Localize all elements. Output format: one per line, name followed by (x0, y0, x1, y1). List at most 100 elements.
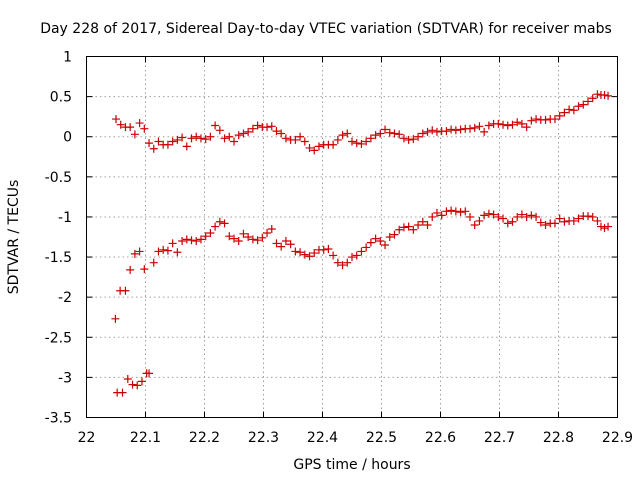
data-point (239, 229, 248, 238)
data-point (541, 115, 550, 124)
data-point (135, 119, 144, 128)
data-point (508, 217, 517, 226)
x-tick-label: 22.2 (189, 430, 220, 446)
data-point (173, 135, 182, 144)
data-point (395, 130, 404, 139)
grid-lines (86, 56, 618, 418)
data-point (248, 124, 257, 133)
data-point (499, 120, 508, 129)
data-point (215, 126, 224, 135)
series-lower (111, 206, 613, 397)
data-point (277, 129, 286, 138)
data-point (267, 224, 276, 233)
data-point (484, 121, 493, 130)
data-point (574, 214, 583, 223)
data-point (428, 126, 437, 135)
data-point (154, 247, 163, 256)
data-point (357, 247, 366, 256)
data-point (263, 123, 272, 132)
data-point (432, 127, 441, 136)
data-point (550, 115, 559, 124)
data-point (234, 237, 243, 246)
data-point (291, 135, 300, 144)
data-point (348, 137, 356, 146)
data-point (296, 248, 305, 257)
x-tick-label: 22.3 (248, 430, 279, 446)
data-point (163, 246, 172, 255)
x-tick-label: 22.7 (484, 430, 515, 446)
data-point (414, 220, 423, 229)
data-point (133, 381, 142, 390)
data-point (343, 129, 352, 138)
data-point (192, 237, 201, 246)
data-point (565, 105, 574, 114)
data-point (447, 206, 456, 215)
data-point (423, 220, 432, 229)
data-point (357, 139, 366, 148)
data-point (333, 135, 342, 144)
data-point (230, 137, 238, 146)
data-point (385, 233, 394, 241)
data-point (593, 90, 602, 99)
data-point (196, 134, 205, 143)
data-point (211, 222, 220, 231)
x-tick-label: 22.6 (425, 430, 456, 446)
data-point (428, 212, 437, 221)
data-point (263, 228, 272, 237)
data-point (584, 97, 592, 106)
data-point (352, 251, 361, 260)
data-point (604, 222, 613, 231)
data-point (437, 211, 446, 220)
data-point (314, 142, 323, 151)
data-point (475, 122, 484, 131)
data-point (475, 216, 484, 225)
data-point (451, 126, 460, 135)
data-point (461, 207, 470, 216)
data-point (390, 230, 399, 239)
data-point (338, 131, 347, 140)
data-point (541, 220, 550, 229)
data-point (305, 143, 314, 152)
data-point (456, 125, 465, 134)
y-tick-label: -3.5 (45, 411, 72, 427)
data-point (296, 132, 305, 141)
data-point (145, 139, 154, 148)
x-tick-label: 22.1 (130, 430, 161, 446)
data-point (503, 121, 512, 130)
data-point (600, 224, 609, 233)
series-upper (112, 90, 613, 155)
y-tick-labels: 1 0.5 0 -0.5 -1 -1.5 -2 -2.5 -3 -3.5 (45, 50, 72, 427)
data-point (399, 223, 408, 232)
data-point (536, 218, 545, 227)
data-point (550, 219, 559, 228)
y-tick-label: -2.5 (45, 330, 72, 346)
data-point (338, 261, 347, 270)
data-point (248, 235, 257, 244)
data-point (187, 134, 196, 143)
data-point (555, 214, 564, 223)
data-point (588, 94, 597, 103)
data-point (244, 233, 253, 241)
y-tick-label: -2 (58, 290, 72, 306)
data-point (145, 369, 154, 378)
data-point (286, 240, 295, 249)
data-point (385, 128, 394, 137)
data-point (220, 134, 229, 143)
data-point (128, 380, 137, 389)
data-point (123, 374, 132, 383)
data-point (513, 118, 522, 127)
data-point (409, 225, 418, 234)
data-point (596, 222, 605, 231)
x-tick-label: 22.5 (366, 430, 397, 446)
data-point (253, 121, 262, 130)
data-point (604, 91, 613, 100)
data-point (371, 234, 380, 243)
data-point (300, 250, 309, 259)
y-tick-label: 1 (63, 50, 72, 66)
data-point (480, 211, 489, 220)
data-point (178, 237, 187, 246)
x-tick-label: 22.4 (307, 430, 338, 446)
data-point (442, 127, 451, 136)
data-point (522, 123, 531, 132)
